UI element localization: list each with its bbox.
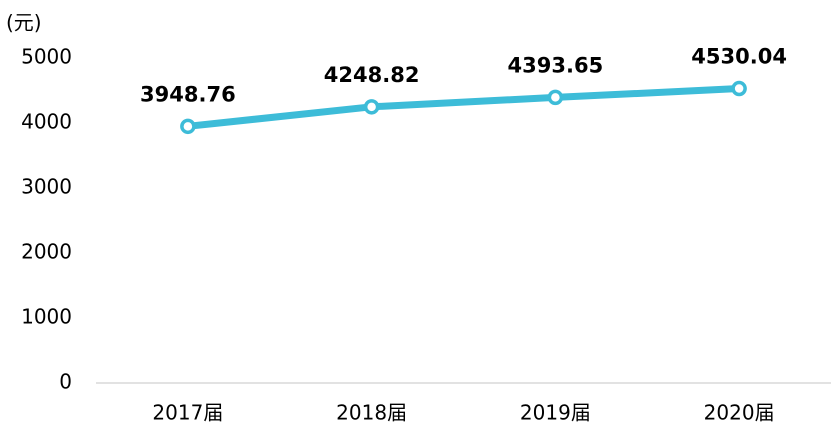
- marker: [363, 99, 380, 115]
- marker: [180, 118, 196, 135]
- marker: [547, 89, 564, 106]
- value-label: 4530.04: [691, 45, 787, 69]
- x-tick-label: 2020届: [704, 401, 775, 425]
- x-tick-label: 2017届: [152, 401, 223, 425]
- value-label: 4248.82: [324, 63, 420, 87]
- value-label: 3948.76: [140, 82, 236, 106]
- x-tick-label: 2019届: [520, 401, 591, 425]
- y-tick-label: 3000: [21, 175, 72, 199]
- y-axis-label: (元): [6, 11, 42, 35]
- value-label: 4393.65: [508, 53, 604, 77]
- y-tick-label: 4000: [21, 110, 72, 134]
- y-tick-label: 0: [59, 370, 72, 394]
- y-tick-label: 1000: [21, 305, 72, 329]
- x-tick-label: 2018届: [336, 401, 407, 425]
- line: [187, 85, 740, 130]
- y-tick-label: 5000: [21, 45, 72, 69]
- y-tick-label: 2000: [21, 240, 72, 264]
- marker: [731, 80, 747, 97]
